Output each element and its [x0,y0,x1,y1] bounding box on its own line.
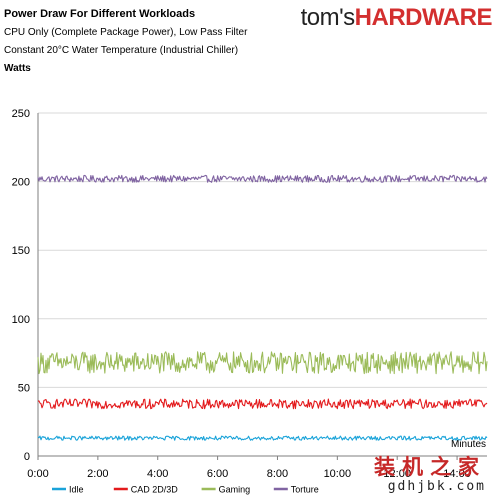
y-tick-label: 250 [12,108,30,120]
x-tick-label: 10:00 [324,468,352,480]
chart-title: Power Draw For Different Workloads [4,8,196,20]
logo-prefix: tom's [300,4,356,31]
watermark-text: 装机之家 [374,456,486,479]
legend-label: Gaming [219,485,251,495]
legend-label: CAD 2D/3D [131,485,179,495]
x-tick-label: 12:00 [383,468,411,480]
y-tick-label: 50 [18,382,30,394]
x-tick-label: 4:00 [147,468,168,480]
series-line-torture [37,174,488,183]
x-tick-label: 8:00 [267,468,288,480]
series-line-gaming [37,351,488,375]
chart-subtitle: CPU Only (Complete Package Power), Low P… [4,27,248,38]
watermark-url: gdhjbk.com [387,479,486,494]
y-axis-units-label: Watts [4,63,31,74]
series-line-idle [37,435,488,441]
x-tick-label: 6:00 [207,468,228,480]
y-tick-label: 150 [12,245,30,257]
x-tick-label: 0:00 [27,468,48,480]
toms-hardware-logo: tom'sHARDWARE [300,4,493,32]
logo-suffix: HARDWARE [354,4,493,31]
legend-label: Torture [291,485,319,495]
chart-subtitle-conditions: Constant 20°C Water Temperature (Industr… [4,45,239,56]
x-tick-label: 14:00 [443,468,471,480]
y-tick-label: 0 [24,451,30,463]
y-tick-label: 100 [12,314,30,326]
x-tick-label: 2:00 [87,468,108,480]
x-axis-title: Minutes [451,439,486,450]
series-line-cad-2d-3d [37,398,488,410]
y-tick-label: 200 [12,177,30,189]
legend-label: Idle [69,485,84,495]
watermark: 装机之家 gdhjbk.com [374,456,486,494]
